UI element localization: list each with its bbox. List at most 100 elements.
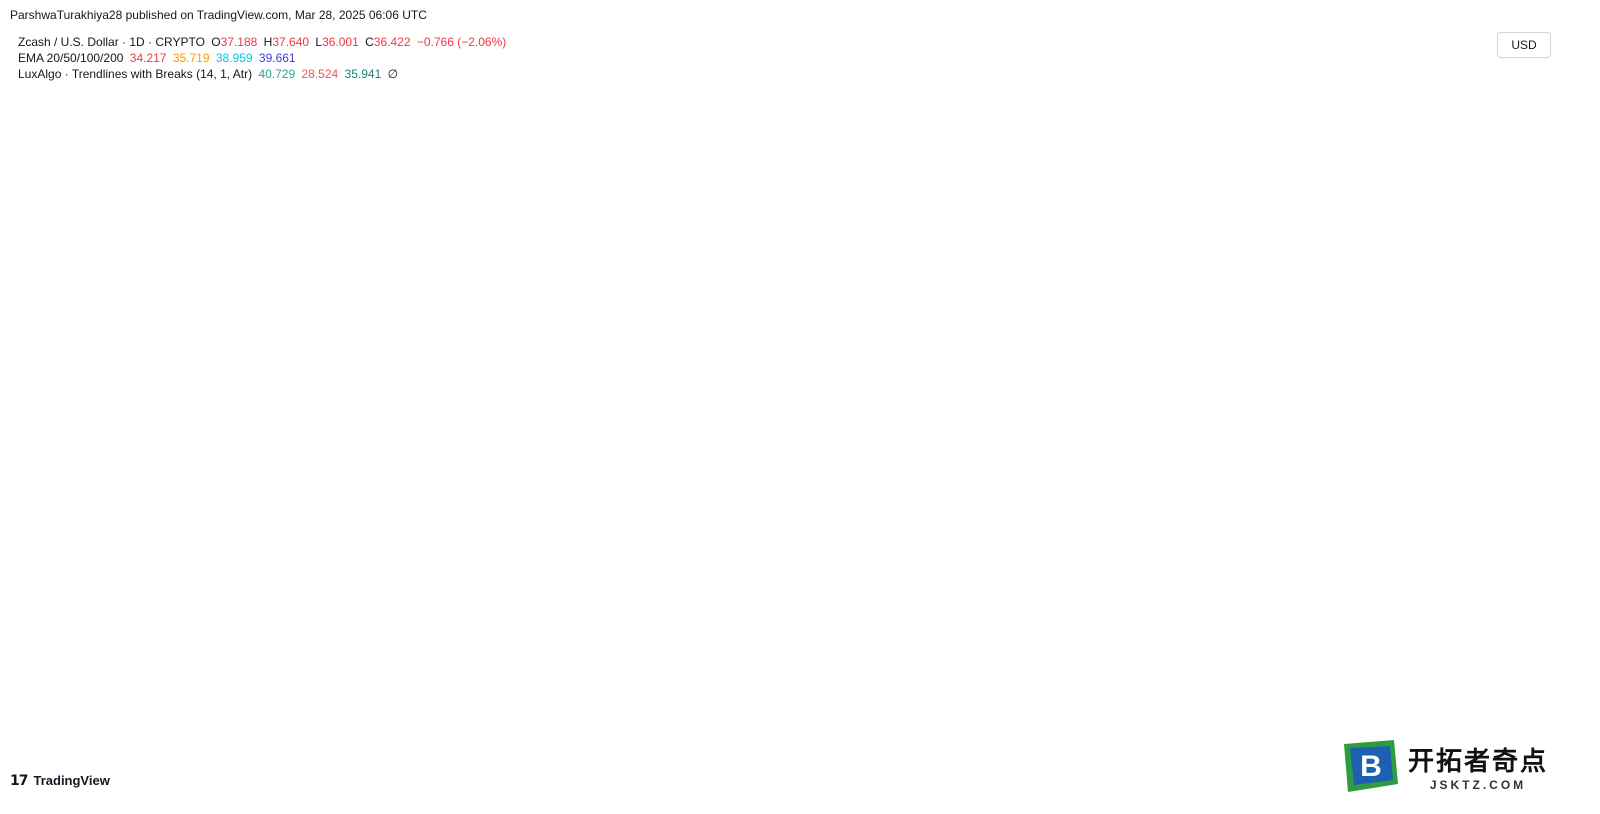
candle-body bbox=[765, 281, 770, 318]
candle-body bbox=[309, 598, 314, 604]
candle-body bbox=[432, 517, 437, 535]
tradingview-logo[interactable]: 𝟭𝟳 TradingView bbox=[10, 772, 110, 789]
price-label-tag bbox=[1493, 595, 1555, 612]
candle-body bbox=[298, 596, 303, 601]
candle-body bbox=[496, 507, 501, 518]
publisher-header: ParshwaTurakhiya28 published on TradingV… bbox=[10, 8, 427, 22]
candle-body bbox=[1016, 583, 1021, 594]
candle-body bbox=[963, 458, 968, 474]
candle-body bbox=[105, 588, 110, 599]
candle-body bbox=[368, 504, 373, 511]
candle-body bbox=[70, 546, 75, 552]
candle-body bbox=[169, 577, 174, 584]
y-tick-label: 40.000 bbox=[1503, 479, 1537, 491]
candle-body bbox=[344, 513, 349, 526]
trendline-down bbox=[667, 77, 757, 183]
break-marker-badge bbox=[888, 344, 903, 362]
candle-body bbox=[642, 286, 647, 339]
candle-body bbox=[333, 525, 338, 537]
luxalgo-value-4: ∅ bbox=[387, 67, 399, 81]
candle-body bbox=[1086, 525, 1091, 552]
candle-body bbox=[134, 606, 139, 620]
candle-body bbox=[543, 458, 548, 474]
candle-body bbox=[555, 494, 560, 500]
candle-body bbox=[1279, 504, 1284, 526]
candle-body bbox=[975, 468, 980, 485]
candle-body bbox=[175, 577, 180, 589]
price-label-text: 34.217 bbox=[1507, 557, 1541, 569]
candle-body bbox=[601, 390, 606, 412]
candle-body bbox=[140, 598, 145, 607]
candle-body bbox=[444, 499, 449, 516]
candle-body bbox=[1109, 536, 1114, 557]
candle-body bbox=[1174, 546, 1179, 557]
candle-body bbox=[537, 442, 542, 459]
candle-body bbox=[216, 575, 221, 584]
candle-body bbox=[339, 525, 344, 537]
price-label-text: 28.524 bbox=[1507, 599, 1541, 611]
candle-body bbox=[981, 458, 986, 469]
candle-body bbox=[1104, 527, 1109, 537]
break-marker-label: B bbox=[68, 531, 76, 543]
candle-body bbox=[847, 288, 852, 297]
candle-body bbox=[409, 499, 414, 514]
symbol-name[interactable]: Zcash / U.S. Dollar · 1D · CRYPTO bbox=[18, 35, 205, 49]
candle-body bbox=[952, 421, 957, 433]
trendline-down bbox=[13, 447, 172, 516]
candle-body bbox=[677, 161, 682, 172]
candle-body bbox=[356, 515, 361, 521]
candle-body bbox=[1261, 557, 1266, 570]
open-value: 37.188 bbox=[220, 35, 258, 49]
candle-body bbox=[584, 468, 589, 479]
y-tick-label: 64.000 bbox=[1503, 229, 1537, 241]
candle-body bbox=[461, 504, 466, 516]
candle-body bbox=[257, 609, 262, 620]
candle-body bbox=[823, 270, 828, 318]
candle-body bbox=[222, 583, 227, 594]
ema-lines bbox=[13, 243, 1329, 605]
candle-body bbox=[485, 513, 490, 521]
candle-body bbox=[1098, 527, 1103, 539]
watermark-chinese: 开拓者奇点 bbox=[1408, 745, 1549, 776]
candle-body bbox=[1156, 520, 1161, 528]
currency-button[interactable]: USD bbox=[1497, 32, 1551, 58]
candle-body bbox=[1144, 478, 1149, 539]
candle-body bbox=[263, 619, 268, 630]
y-tick-label: 44.000 bbox=[1503, 437, 1537, 449]
candle-body bbox=[52, 536, 57, 547]
luxalgo-row: LuxAlgo · Trendlines with Breaks (14, 1,… bbox=[18, 66, 506, 82]
candle-body bbox=[1255, 557, 1260, 573]
candle-body bbox=[292, 596, 297, 612]
candle-body bbox=[560, 458, 565, 495]
candle-body bbox=[759, 317, 764, 349]
candle-body bbox=[438, 515, 443, 518]
ema-indicator-name[interactable]: EMA 20/50/100/200 bbox=[18, 51, 124, 65]
trendline-down-projection bbox=[1298, 488, 1475, 579]
trendline-up bbox=[241, 587, 295, 615]
candle-body bbox=[1162, 527, 1167, 537]
luxalgo-indicator-name[interactable]: LuxAlgo · Trendlines with Breaks (14, 1,… bbox=[18, 67, 253, 81]
candle-body bbox=[210, 569, 215, 576]
y-tick-label: 76.000 bbox=[1503, 104, 1537, 116]
candle-body bbox=[1226, 538, 1231, 552]
trendline-up bbox=[1158, 577, 1241, 610]
candle-body bbox=[858, 343, 863, 391]
break-marker-label: B bbox=[285, 604, 293, 616]
trendline-up bbox=[942, 546, 1136, 646]
candle-body bbox=[812, 281, 817, 302]
price-label-tag bbox=[1493, 502, 1555, 519]
candle-body bbox=[607, 359, 612, 391]
break-marker-badge bbox=[480, 459, 495, 477]
candle-body bbox=[1180, 557, 1184, 573]
trendline-down bbox=[177, 553, 587, 678]
candle-body bbox=[806, 260, 811, 282]
y-tick-label: 60.000 bbox=[1503, 271, 1537, 283]
candle-body bbox=[648, 270, 653, 287]
price-label-text: 17:53:04 bbox=[1503, 523, 1546, 535]
candle-body bbox=[514, 458, 519, 483]
candle-body bbox=[777, 187, 782, 224]
candle-body bbox=[742, 338, 746, 370]
open-label: O bbox=[211, 35, 221, 49]
symbol-row: Zcash / U.S. Dollar · 1D · CRYPTO O37.18… bbox=[18, 34, 506, 50]
